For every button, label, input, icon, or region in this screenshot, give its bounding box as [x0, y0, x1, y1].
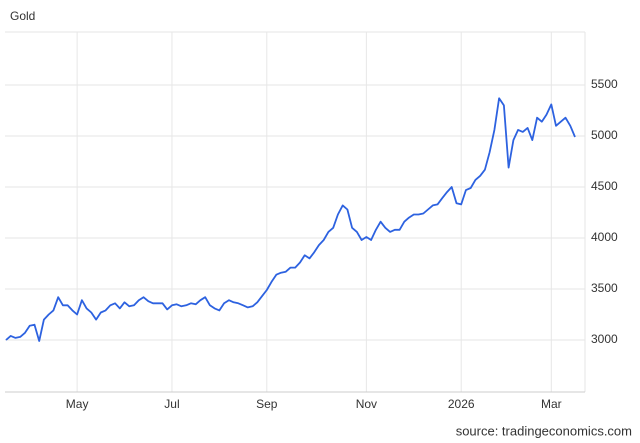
x-tick-label: Jul	[164, 397, 179, 411]
y-tick-label: 3500	[591, 281, 618, 295]
y-tick-label: 4000	[591, 230, 618, 244]
source: source: tradingeconomics.com	[456, 423, 632, 438]
x-tick-label: May	[66, 397, 89, 411]
x-tick-label: Mar	[541, 397, 562, 411]
y-tick-label: 3000	[591, 332, 618, 346]
y-tick-label: 5500	[591, 77, 618, 91]
y-tick-label: 4500	[591, 179, 618, 193]
x-tick-label: Sep	[256, 397, 278, 411]
y-tick-label: 5000	[591, 128, 618, 142]
chart-title: Gold	[10, 9, 35, 23]
x-tick-label: 2026	[448, 397, 475, 411]
price-line	[5, 97, 576, 342]
x-tick-label: Nov	[356, 397, 377, 411]
